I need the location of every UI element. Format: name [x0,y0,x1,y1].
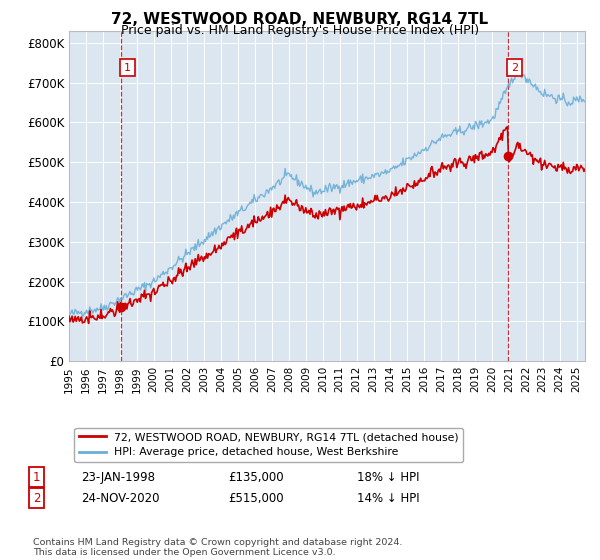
Text: 18% ↓ HPI: 18% ↓ HPI [357,470,419,484]
Text: 72, WESTWOOD ROAD, NEWBURY, RG14 7TL: 72, WESTWOOD ROAD, NEWBURY, RG14 7TL [112,12,488,27]
Text: £135,000: £135,000 [228,470,284,484]
Text: 2: 2 [511,63,518,73]
Text: £515,000: £515,000 [228,492,284,505]
Text: 1: 1 [33,470,41,484]
Text: 2: 2 [33,492,41,505]
Text: Contains HM Land Registry data © Crown copyright and database right 2024.
This d: Contains HM Land Registry data © Crown c… [33,538,403,557]
Text: 24-NOV-2020: 24-NOV-2020 [81,492,160,505]
Text: 23-JAN-1998: 23-JAN-1998 [81,470,155,484]
Text: Price paid vs. HM Land Registry's House Price Index (HPI): Price paid vs. HM Land Registry's House … [121,24,479,36]
Text: 1: 1 [124,63,131,73]
Legend: 72, WESTWOOD ROAD, NEWBURY, RG14 7TL (detached house), HPI: Average price, detac: 72, WESTWOOD ROAD, NEWBURY, RG14 7TL (de… [74,428,463,462]
Text: 14% ↓ HPI: 14% ↓ HPI [357,492,419,505]
